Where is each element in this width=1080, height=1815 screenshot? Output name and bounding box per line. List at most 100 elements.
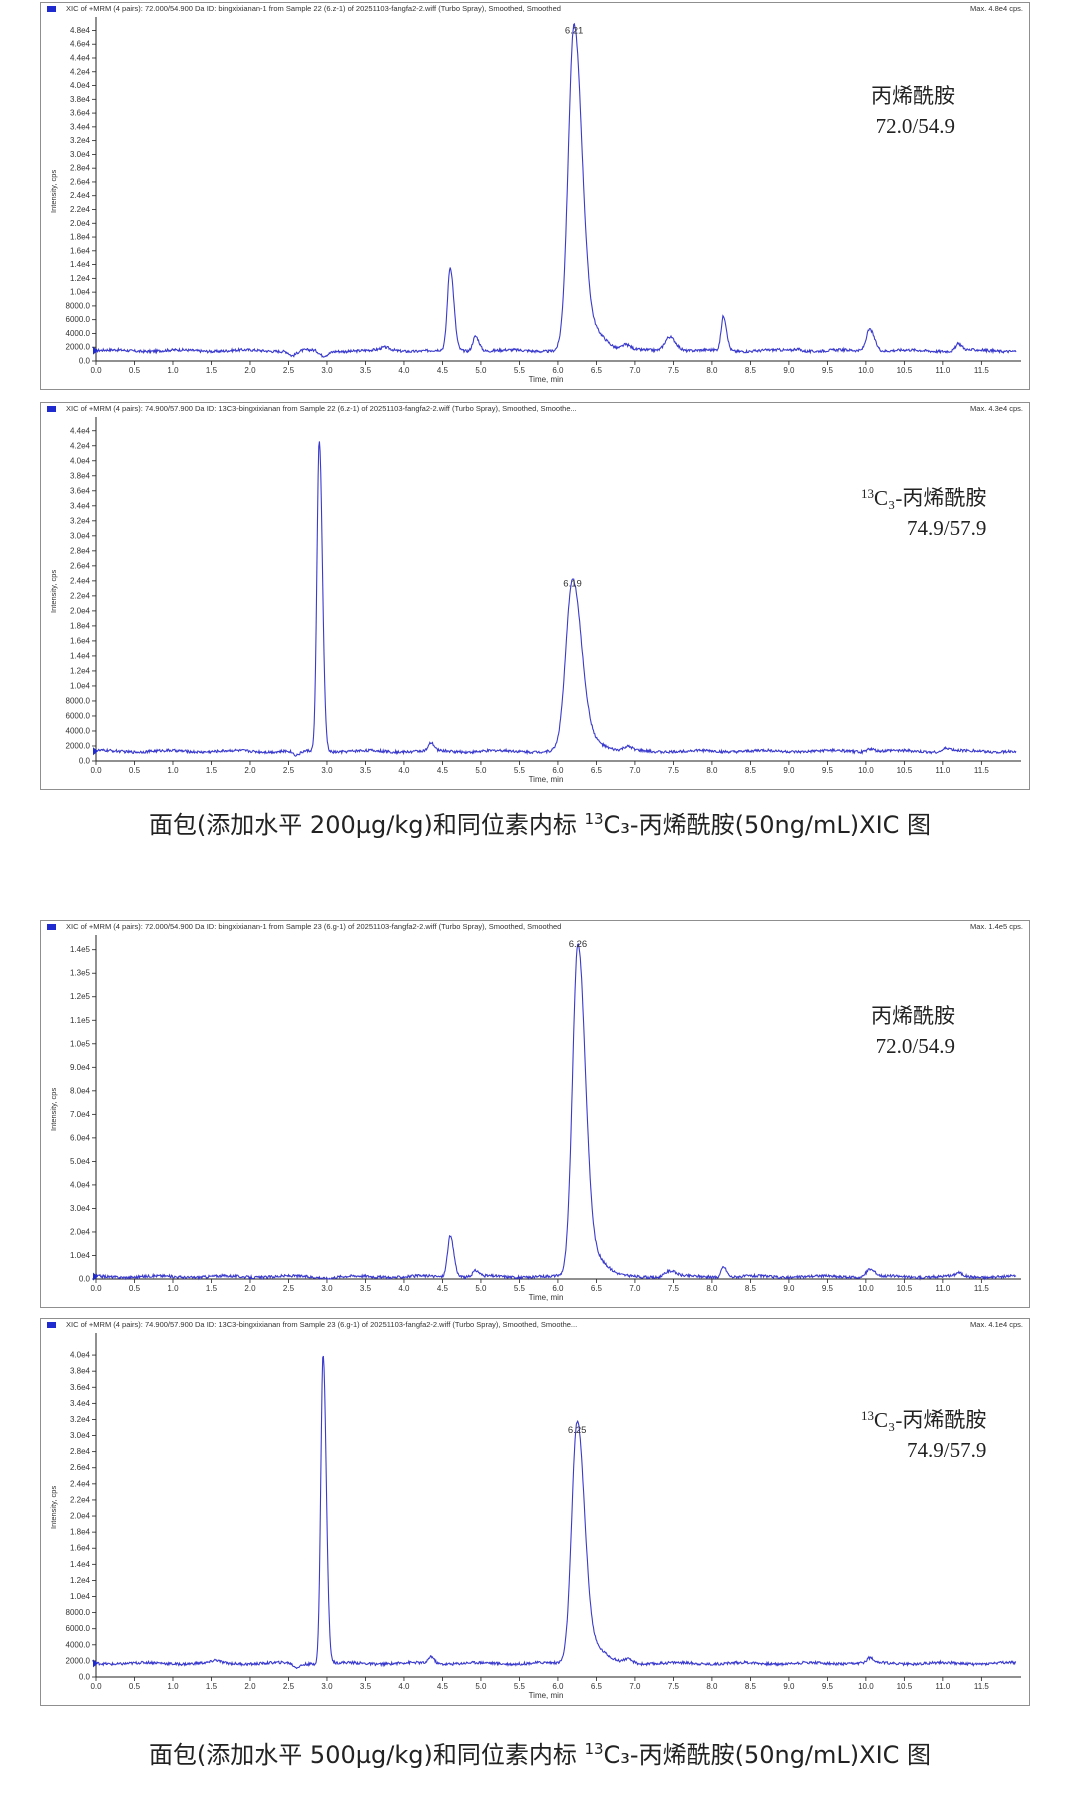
y-tick-label: 3.0e4 bbox=[70, 1431, 91, 1440]
x-tick-label: 4.5 bbox=[437, 366, 449, 375]
y-tick-label: 1.1e5 bbox=[70, 1016, 91, 1025]
xic-trace bbox=[95, 1355, 1017, 1670]
y-tick-label: 0.0 bbox=[79, 1673, 91, 1682]
x-axis-label: Time, min bbox=[529, 775, 564, 784]
xic-chart-panel-4: XIC of +MRM (4 pairs): 74.900/57.900 Da … bbox=[40, 1318, 1030, 1706]
y-tick-label: 3.2e4 bbox=[70, 1415, 91, 1424]
x-tick-label: 0.5 bbox=[129, 366, 141, 375]
y-tick-label: 0.0 bbox=[79, 357, 91, 366]
peak-rt-label: 6.26 bbox=[569, 939, 588, 950]
y-tick-label: 2.6e4 bbox=[70, 561, 91, 570]
isotope-superscript: 13 bbox=[861, 1408, 874, 1423]
x-tick-label: 2.0 bbox=[244, 766, 256, 775]
caption-1-sup: 13 bbox=[584, 810, 604, 828]
y-tick-label: 4000.0 bbox=[66, 726, 91, 735]
y-tick-label: 2.6e4 bbox=[70, 177, 91, 186]
baseline-marker-icon bbox=[93, 1272, 98, 1281]
x-tick-label: 11.5 bbox=[974, 1284, 990, 1293]
caption-2-post: C₃-丙烯酰胺(50ng/mL)XIC 图 bbox=[603, 1741, 932, 1769]
y-tick-label: 4.8e4 bbox=[70, 26, 91, 35]
trace-flag-icon bbox=[47, 6, 56, 13]
y-tick-label: 1.6e4 bbox=[70, 1544, 91, 1553]
x-tick-label: 5.5 bbox=[514, 766, 526, 775]
y-tick-label: 1.6e4 bbox=[70, 246, 91, 255]
x-tick-label: 8.5 bbox=[745, 366, 757, 375]
x-tick-label: 7.5 bbox=[668, 766, 680, 775]
trace-flag-icon bbox=[47, 1322, 56, 1329]
chart-header-text: XIC of +MRM (4 pairs): 72.000/54.900 Da … bbox=[66, 4, 561, 13]
chart-header-text: XIC of +MRM (4 pairs): 74.900/57.900 Da … bbox=[66, 1320, 578, 1329]
y-tick-label: 1.8e4 bbox=[70, 621, 91, 630]
x-tick-label: 3.0 bbox=[321, 1682, 333, 1691]
y-tick-label: 3.8e4 bbox=[70, 471, 91, 480]
compound-annotation: 丙烯酰胺 72.0/54.9 bbox=[871, 1001, 955, 1061]
x-tick-label: 8.5 bbox=[745, 1284, 757, 1293]
y-tick-label: 1.0e5 bbox=[70, 1039, 91, 1048]
x-tick-label: 6.5 bbox=[591, 366, 603, 375]
x-tick-label: 1.0 bbox=[167, 766, 179, 775]
x-tick-label: 7.0 bbox=[629, 1682, 641, 1691]
x-tick-label: 5.0 bbox=[475, 766, 487, 775]
chart-header: XIC of +MRM (4 pairs): 72.000/54.900 Da … bbox=[47, 4, 1023, 14]
x-tick-label: 0.0 bbox=[90, 766, 102, 775]
xic-chart-panel-1: XIC of +MRM (4 pairs): 72.000/54.900 Da … bbox=[40, 2, 1030, 390]
x-tick-label: 7.0 bbox=[629, 766, 641, 775]
chromatogram-svg: 0.0 2000.0 4000.0 6000.0 8000.0 1.0e4 1.2e4 1.4… bbox=[66, 17, 1021, 384]
y-tick-label: 3.6e4 bbox=[70, 109, 91, 118]
y-tick-label: 6000.0 bbox=[66, 711, 91, 720]
y-tick-label: 1.8e4 bbox=[70, 1528, 91, 1537]
x-tick-label: 3.0 bbox=[321, 766, 333, 775]
x-tick-label: 11.5 bbox=[974, 766, 990, 775]
y-tick-label: 1.2e4 bbox=[70, 1576, 91, 1585]
x-tick-label: 10.0 bbox=[858, 1284, 874, 1293]
x-tick-label: 2.5 bbox=[283, 1682, 295, 1691]
xic-trace bbox=[95, 441, 1017, 757]
xic-trace bbox=[95, 943, 1017, 1281]
y-tick-label: 8.0e4 bbox=[70, 1086, 91, 1095]
y-tick-label: 0.0 bbox=[79, 1275, 91, 1284]
x-tick-label: 4.0 bbox=[398, 766, 410, 775]
x-tick-label: 9.5 bbox=[822, 366, 834, 375]
y-tick-label: 6.0e4 bbox=[70, 1133, 91, 1142]
y-tick-label: 4.2e4 bbox=[70, 441, 91, 450]
x-tick-label: 5.0 bbox=[475, 1682, 487, 1691]
y-tick-label: 6000.0 bbox=[66, 1624, 91, 1633]
max-intensity-label: Max. 4.3e4 cps. bbox=[970, 404, 1023, 413]
x-tick-label: 9.0 bbox=[783, 1284, 795, 1293]
y-tick-label: 8000.0 bbox=[66, 1608, 91, 1617]
chart-header: XIC of +MRM (4 pairs): 74.900/57.900 Da … bbox=[47, 404, 1023, 414]
x-tick-label: 0.5 bbox=[129, 1284, 141, 1293]
chromatogram-svg: 0.0 2000.0 4000.0 6000.0 8000.0 1.0e4 1.2e4 1.4… bbox=[66, 417, 1021, 784]
x-tick-label: 9.5 bbox=[822, 766, 834, 775]
y-tick-label: 4.4e4 bbox=[70, 426, 91, 435]
x-tick-label: 7.5 bbox=[668, 1682, 680, 1691]
y-tick-label: 8000.0 bbox=[66, 696, 91, 705]
x-tick-label: 11.0 bbox=[935, 366, 951, 375]
y-tick-label: 4.6e4 bbox=[70, 40, 91, 49]
compound-annotation: 13C₃-丙烯酰胺 74.9/57.9 bbox=[861, 1401, 986, 1465]
x-tick-label: 10.5 bbox=[897, 766, 913, 775]
y-tick-label: 2.6e4 bbox=[70, 1463, 91, 1472]
x-tick-label: 8.0 bbox=[706, 366, 718, 375]
chart-header: XIC of +MRM (4 pairs): 72.000/54.900 Da … bbox=[47, 922, 1023, 932]
y-tick-label: 9.0e4 bbox=[70, 1063, 91, 1072]
x-tick-label: 7.5 bbox=[668, 1284, 680, 1293]
x-tick-label: 10.0 bbox=[858, 766, 874, 775]
y-tick-label: 2000.0 bbox=[66, 1656, 91, 1665]
y-tick-label: 3.0e4 bbox=[70, 150, 91, 159]
x-tick-label: 1.5 bbox=[206, 766, 218, 775]
y-tick-label: 2.4e4 bbox=[70, 576, 91, 585]
baseline-marker-icon bbox=[93, 747, 98, 756]
x-tick-label: 10.5 bbox=[897, 1284, 913, 1293]
x-tick-label: 9.0 bbox=[783, 766, 795, 775]
x-tick-label: 5.5 bbox=[514, 1682, 526, 1691]
caption-2-pre: 面包(添加水平 500µg/kg)和同位素内标 bbox=[148, 1741, 585, 1769]
x-tick-label: 10.0 bbox=[858, 366, 874, 375]
x-tick-label: 8.5 bbox=[745, 1682, 757, 1691]
chart-header: XIC of +MRM (4 pairs): 74.900/57.900 Da … bbox=[47, 1320, 1023, 1330]
y-tick-label: 2.8e4 bbox=[70, 546, 91, 555]
x-tick-label: 11.0 bbox=[935, 766, 951, 775]
x-tick-label: 2.0 bbox=[244, 1284, 256, 1293]
y-tick-label: 7.0e4 bbox=[70, 1110, 91, 1119]
y-tick-label: 3.4e4 bbox=[70, 122, 91, 131]
